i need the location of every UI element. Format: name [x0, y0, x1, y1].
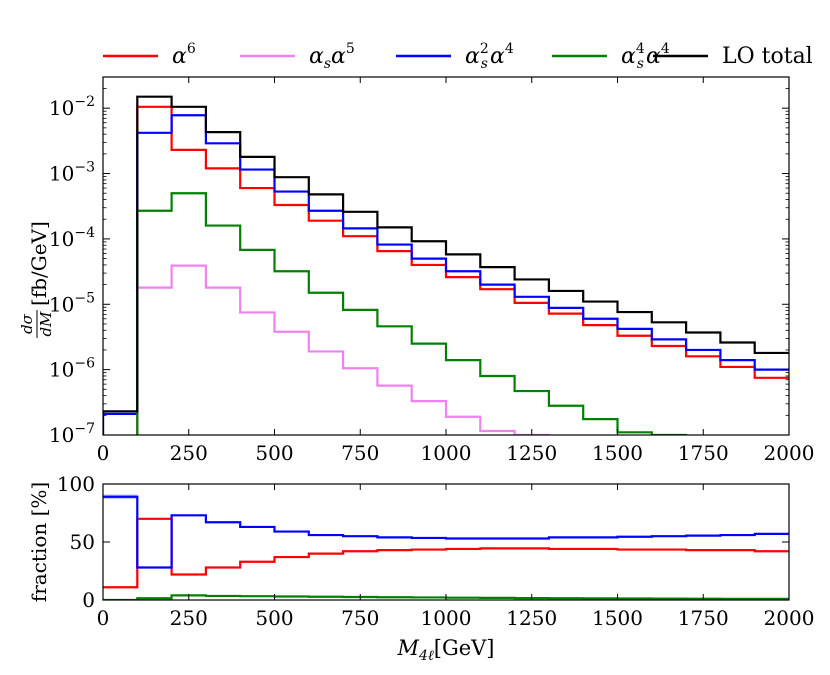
legend-label: LO total: [722, 44, 813, 69]
bottom-y-tick-label: 50: [70, 530, 95, 554]
y-label-denominator: dM: [37, 311, 55, 337]
cross-section-panel: 0 250 500 750 1000 1250 1500 1750 2000 10−2 10−3 10…: [18, 76, 815, 465]
bottom-x-tick-label: 250: [170, 606, 208, 630]
legend-item: LO total: [653, 44, 813, 69]
fraction-y-axis-label: fraction [%]: [27, 482, 51, 602]
bottom-x-tick-label: 1750: [678, 606, 729, 630]
legend-label: α2 sα4: [465, 41, 514, 72]
top-x-tick-label: 250: [170, 441, 208, 465]
top-x-tick-label: 0: [97, 441, 110, 465]
top-y-tick-label: 10−7: [49, 421, 95, 447]
legend-item: α2 sα4: [396, 41, 514, 72]
series-line--s-2-4: [103, 114, 789, 435]
top-y-tick-label: 10−2: [49, 94, 95, 120]
bottom-x-tick-label: 500: [255, 606, 293, 630]
top-x-tick-label: 1000: [421, 441, 472, 465]
top-x-tick-label: 1750: [678, 441, 729, 465]
legend: α6 αsα5 α2 sα4 α4 sα4 LO total: [103, 41, 813, 72]
top-y-tick-label: 10−5: [49, 290, 95, 316]
legend-item: α4 sα4: [552, 41, 670, 72]
y-label-numerator: dσ: [18, 313, 36, 334]
top-y-tick-label: 10−4: [49, 225, 95, 251]
x-axis-label: M4ℓ[GeV]: [396, 636, 494, 664]
series-line-lo-total: [103, 95, 789, 435]
top-x-tick-label: 2000: [764, 441, 815, 465]
fraction-line--s-2-4: [103, 495, 789, 569]
y-label-units: [fb/GeV]: [27, 221, 51, 306]
top-x-tick-label: 500: [255, 441, 293, 465]
top-y-tick-label: 10−6: [49, 356, 95, 382]
top-series-group: [103, 95, 789, 435]
bottom-y-tick-label: 0: [82, 588, 95, 612]
fraction-panel: 0 250 500 750 1000 1250 1500 1750 2000 0 50 100frac…: [27, 472, 814, 664]
legend-label: α6: [172, 41, 196, 69]
top-x-tick-label: 750: [341, 441, 379, 465]
series-line--s-5: [136, 264, 550, 435]
legend-item: αsα5: [240, 41, 355, 72]
legend-label: αsα5: [309, 41, 355, 72]
bottom-x-tick-label: 1250: [506, 606, 557, 630]
bottom-y-tick-label: 100: [57, 472, 95, 496]
bottom-x-tick-label: 1500: [592, 606, 643, 630]
fraction-line--6: [103, 517, 789, 589]
top-y-axis-label: dσ dM [fb/GeV]: [18, 221, 55, 338]
top-x-tick-label: 1500: [592, 441, 643, 465]
bottom-plot-frame: [102, 483, 790, 601]
top-x-tick-label: 1250: [506, 441, 557, 465]
top-y-tick-label: 10−3: [49, 160, 95, 186]
fraction-series-group: [103, 494, 789, 600]
bottom-x-tick-label: 750: [341, 606, 379, 630]
legend-item: α6: [103, 41, 196, 69]
series-line--s-4-4: [136, 192, 688, 435]
bottom-x-tick-label: 0: [97, 606, 110, 630]
bottom-x-tick-label: 2000: [764, 606, 815, 630]
bottom-x-tick-label: 1000: [421, 606, 472, 630]
